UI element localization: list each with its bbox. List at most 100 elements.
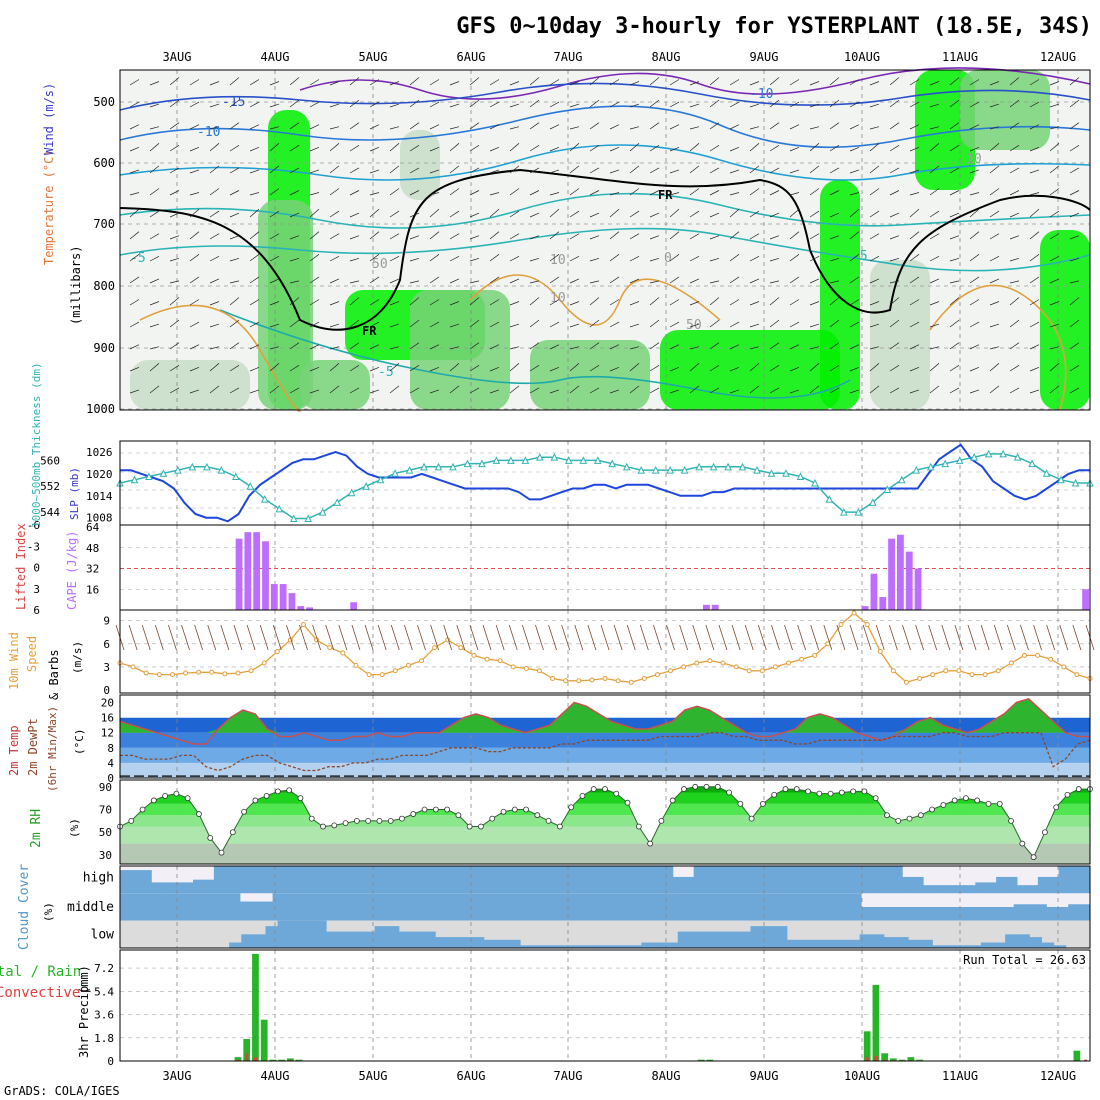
cloud-bar (980, 942, 994, 948)
wind-barb (689, 103, 700, 108)
wind-barb (749, 143, 760, 152)
cloud-bar (545, 893, 557, 921)
wind-barb (409, 212, 420, 218)
wind-barb (829, 122, 840, 130)
temp-tick-label: 8 (107, 742, 114, 755)
wind-barb (189, 124, 200, 130)
wind-barb (369, 79, 380, 86)
wind-barb (1049, 255, 1060, 262)
millibars-label: (millibars) (69, 246, 83, 325)
wind-barb (229, 212, 240, 218)
wind-barb (409, 167, 420, 174)
cloud-bar (152, 893, 165, 921)
wind-tick-label: 9 (103, 615, 110, 628)
rh-point (556, 823, 563, 830)
rh-region (410, 290, 510, 410)
rh-region (530, 340, 650, 410)
wind-speed-point (209, 669, 215, 675)
wind-barb (169, 145, 180, 152)
wind-barb (129, 389, 140, 394)
wind-barb (829, 365, 840, 372)
wind-barb (889, 77, 900, 86)
wind-barb (349, 99, 360, 108)
wind10-barb (1072, 624, 1082, 651)
rh-point (985, 800, 992, 807)
wind-barb (829, 77, 840, 86)
wind-barb (169, 235, 180, 240)
wind-barb (389, 126, 400, 130)
wind-speed-point (733, 664, 739, 670)
wind-barb (569, 385, 580, 394)
wind-barb (649, 99, 660, 108)
cloud-bar (432, 866, 444, 894)
cloud-bar (286, 866, 298, 894)
wind-barb (989, 210, 1000, 218)
wind-barb (709, 122, 720, 130)
wind-barb (949, 145, 960, 152)
wind-barb (269, 363, 280, 372)
wind-barb (1049, 188, 1060, 196)
cloud-bar (943, 885, 955, 894)
wind-barb (389, 188, 400, 196)
cloud-bar (641, 942, 654, 948)
rh-tick-label: 50 (99, 826, 112, 839)
precip-total-bar (907, 1057, 915, 1061)
wind-barb (369, 366, 380, 372)
rh-point (838, 789, 845, 796)
rh-point (940, 802, 947, 808)
wind-barb (329, 346, 340, 350)
cloud-bar (923, 885, 935, 894)
rh-point (816, 790, 823, 797)
wind-barb (1029, 321, 1040, 328)
wind-barb (549, 192, 560, 196)
wind-barb (589, 342, 600, 350)
wind-barb (729, 146, 740, 152)
wind-barb (969, 299, 980, 306)
pressure-panel: 560 552 544 1026 1020 1014 1008 (40, 440, 1094, 526)
wind-barb (649, 319, 660, 328)
cloud-bar (835, 939, 848, 948)
wind-speed-point (694, 660, 700, 666)
wind-barb (609, 231, 620, 240)
cloud-bar (926, 907, 938, 921)
cloud-bar (641, 866, 653, 894)
thickness-point (593, 456, 602, 464)
thickness-point (666, 465, 674, 474)
wind-barb (529, 212, 540, 218)
wind-barb (689, 346, 700, 350)
temp-band (120, 732, 1090, 748)
rh-point (139, 806, 146, 813)
precip-tick-label: 5.4 (94, 985, 114, 998)
wind-barb (549, 254, 560, 262)
wind10-barb (862, 624, 872, 651)
rh-region (258, 200, 313, 410)
wind-barb (409, 99, 420, 108)
wind-barb (1049, 385, 1060, 394)
slp-tick-label: 1014 (86, 490, 113, 503)
cloud-bar (787, 866, 799, 894)
precip-total-bar (287, 1058, 294, 1061)
thickness-point (492, 456, 501, 464)
precip-convective-bar (236, 1059, 240, 1061)
wind-barb (249, 208, 260, 218)
wind-barb (429, 124, 440, 130)
wind-barb (789, 254, 800, 262)
wind10-barb (915, 624, 924, 651)
temperature-contour (119, 105, 1091, 149)
rh-point (534, 812, 541, 819)
rh-point (613, 790, 620, 797)
wind-barb (209, 363, 220, 372)
wind-barb (129, 192, 140, 196)
wind-barb (1069, 99, 1080, 108)
wind-barb (269, 346, 280, 350)
wind-barb (269, 385, 280, 394)
thickness-point (217, 465, 226, 474)
wind-barb (589, 99, 600, 108)
rh-region (130, 360, 250, 410)
cloud-bar (672, 876, 684, 894)
precip-total-bar (1073, 1050, 1081, 1061)
rh-point (974, 797, 981, 804)
cloud-bar (555, 893, 568, 921)
cloud-bar (163, 893, 175, 921)
